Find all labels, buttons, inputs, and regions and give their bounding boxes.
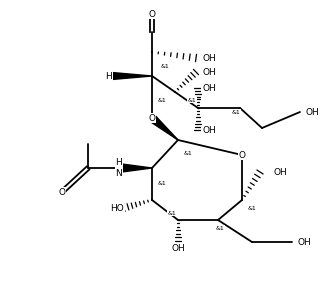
Polygon shape — [122, 164, 152, 172]
Text: OH: OH — [202, 125, 216, 135]
Polygon shape — [150, 115, 178, 140]
Text: H: H — [105, 72, 112, 80]
Text: OH: OH — [202, 84, 216, 92]
Text: &1: &1 — [248, 206, 256, 211]
Text: O: O — [149, 114, 156, 122]
Text: &1: &1 — [158, 98, 166, 103]
Text: HO: HO — [110, 203, 124, 212]
Text: &1: &1 — [161, 64, 169, 69]
Text: OH: OH — [202, 68, 216, 76]
Text: OH: OH — [274, 167, 288, 177]
Text: &1: &1 — [216, 226, 224, 230]
Text: OH: OH — [306, 107, 320, 117]
Text: &1: &1 — [167, 211, 176, 215]
Text: &1: &1 — [158, 181, 166, 185]
Text: &1: &1 — [183, 151, 192, 155]
Text: O: O — [149, 9, 156, 18]
Text: OH: OH — [298, 237, 312, 247]
Polygon shape — [112, 73, 152, 80]
Text: O: O — [238, 151, 245, 159]
Text: OH: OH — [202, 54, 216, 62]
Text: &1: &1 — [187, 98, 196, 103]
Text: OH: OH — [171, 244, 185, 253]
Text: O: O — [59, 188, 66, 196]
Text: &1: &1 — [232, 110, 240, 114]
Text: H
N: H N — [115, 158, 122, 178]
